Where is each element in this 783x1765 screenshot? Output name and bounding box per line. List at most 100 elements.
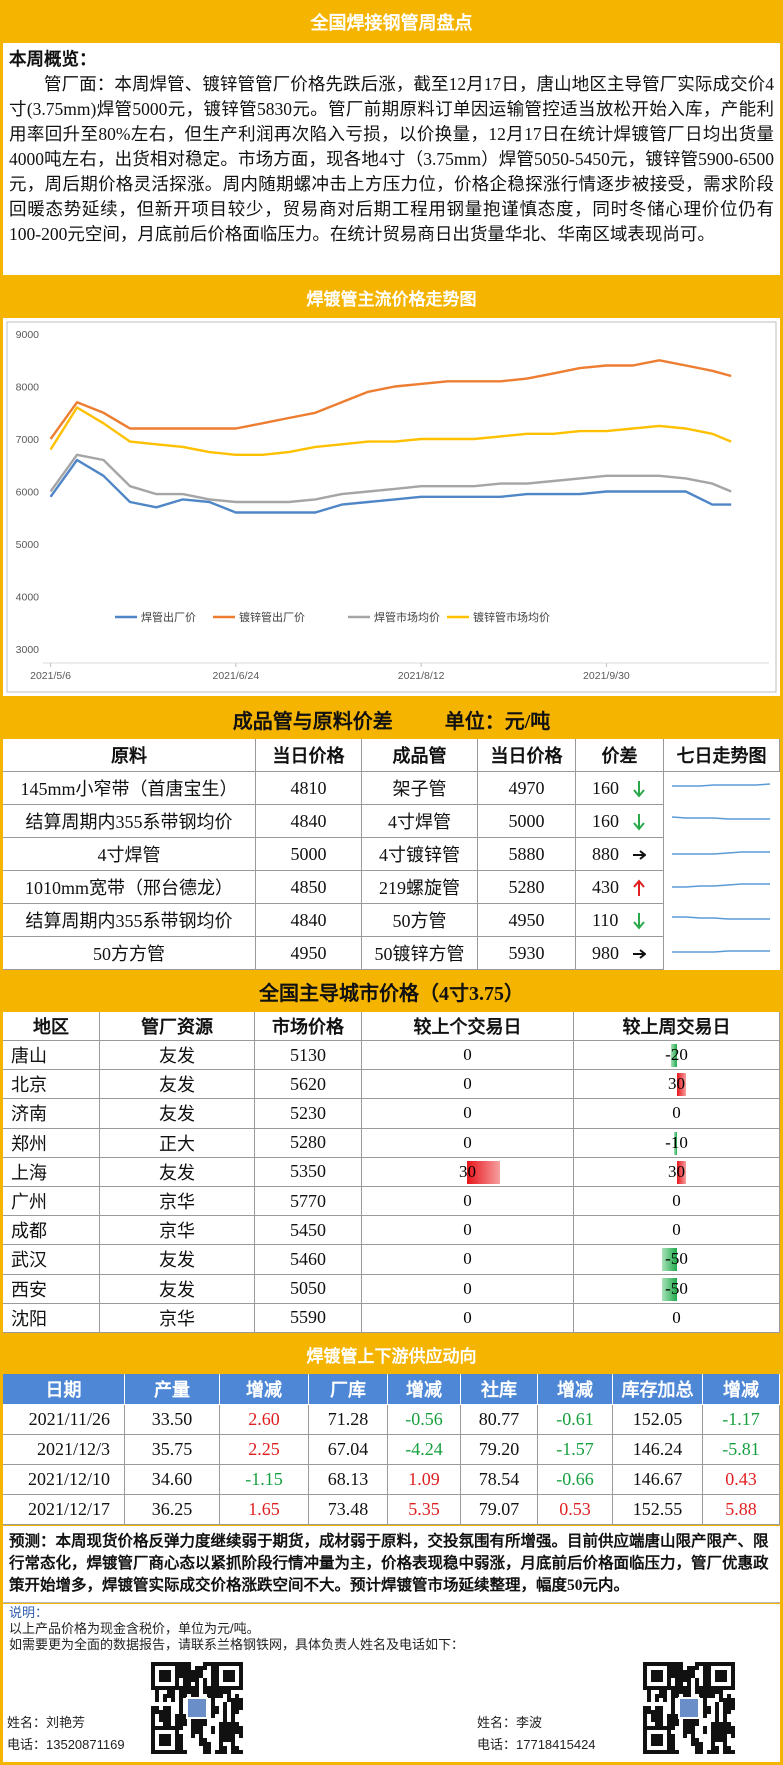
city-cell: 北京 bbox=[3, 1070, 100, 1100]
supply-cell: 0.53 bbox=[538, 1495, 613, 1525]
legend-label: 镀锌管出厂价 bbox=[239, 610, 305, 624]
sparkline-path bbox=[672, 783, 771, 787]
city-cell: 京华 bbox=[100, 1187, 255, 1217]
supply-header: 产量 bbox=[125, 1374, 220, 1405]
city-cell: 5230 bbox=[255, 1099, 362, 1129]
change-bar bbox=[674, 1131, 677, 1155]
supply-cell: 67.04 bbox=[309, 1435, 388, 1465]
trend-arrow bbox=[633, 913, 645, 930]
supply-cell: 35.75 bbox=[125, 1435, 220, 1465]
supply-cell: -0.56 bbox=[388, 1405, 461, 1435]
arrow-shape bbox=[633, 814, 645, 831]
spread-cell: 880 bbox=[576, 838, 664, 871]
sparkline-path bbox=[672, 883, 770, 888]
y-tick-label: 9000 bbox=[16, 329, 40, 341]
city-cell: 0 bbox=[362, 1245, 574, 1275]
city-cell: 友发 bbox=[100, 1041, 255, 1071]
qr-modules bbox=[151, 1662, 243, 1754]
spread-cell: 160 bbox=[576, 772, 664, 805]
city-cell: 0 bbox=[362, 1070, 574, 1100]
sparkline-path bbox=[672, 916, 770, 920]
supply-header: 日期 bbox=[3, 1374, 125, 1405]
spread-header: 原料 bbox=[3, 739, 256, 772]
supply-header: 社库 bbox=[461, 1374, 538, 1405]
spread-cell: 219螺旋管 bbox=[362, 871, 478, 904]
spread-cell: 4970 bbox=[478, 772, 576, 805]
qr-modules bbox=[643, 1662, 735, 1754]
sparkline bbox=[672, 883, 770, 888]
city-cell: 30 bbox=[574, 1157, 780, 1187]
contact-phone: 电话：17718415424 bbox=[477, 1737, 596, 1752]
city-cell: 京华 bbox=[100, 1216, 255, 1246]
sparkline bbox=[671, 816, 770, 820]
city-cell: 西安 bbox=[3, 1274, 100, 1304]
city-cell: 0 bbox=[574, 1187, 780, 1217]
spread-header: 价差 bbox=[576, 739, 664, 772]
qr-code bbox=[643, 1662, 735, 1754]
city-cell: 30 bbox=[362, 1157, 574, 1187]
supply-cell: 152.05 bbox=[613, 1405, 703, 1435]
change-bar bbox=[662, 1248, 677, 1272]
overview-text: 管厂面：本周焊管、镀锌管管厂价格先跌后涨，截至12月17日，唐山地区主导管厂实际… bbox=[9, 74, 774, 244]
contact-name: 姓名：李波 bbox=[477, 1715, 543, 1730]
notes-line: 如需要更为全面的数据报告，请联系兰格钢铁网，具体负责人姓名及电话如下： bbox=[9, 1637, 465, 1652]
chart-title-bar: 焊镀管主流价格走势图 bbox=[3, 279, 780, 316]
y-tick-label: 6000 bbox=[16, 487, 40, 499]
supply-title-bar: 焊镀管上下游供应动向 bbox=[3, 1336, 780, 1372]
trend-arrow bbox=[633, 879, 645, 896]
city-title-bar: 全国主导城市价格（4寸3.75） bbox=[3, 972, 780, 1011]
y-tick-label: 8000 bbox=[16, 382, 40, 394]
supply-cell: 2021/12/10 bbox=[3, 1465, 125, 1495]
qr-logo bbox=[678, 1697, 700, 1719]
header-bar: 全国焊接钢管周盘点 bbox=[3, 3, 780, 41]
arrow-shape bbox=[633, 879, 645, 896]
city-header: 较上周交易日 bbox=[574, 1012, 780, 1041]
spread-table: 原料 当日价格 成品管 当日价格 价差 七日走势图 145mm小窄带（首唐宝生） 4810 架子… bbox=[3, 739, 780, 970]
sparkline bbox=[672, 851, 770, 855]
city-table: 地区 管厂资源 市场价格 较上个交易日 较上周交易日 唐山 友发 5130 0 -20 北京 友发 56… bbox=[3, 1012, 780, 1333]
city-cell: 5770 bbox=[255, 1187, 362, 1217]
contact-name: 姓名：刘艳芳 bbox=[7, 1715, 86, 1730]
chart-title: 焊镀管主流价格走势图 bbox=[306, 290, 477, 309]
page-title: 全国焊接钢管周盘点 bbox=[310, 13, 473, 33]
supply-table: 日期 产量 增减 厂库 增减 社库 增减 库存加总 增减 2021/11/26 33.50 2.60 7… bbox=[3, 1374, 780, 1525]
supply-cell: 0.43 bbox=[703, 1465, 780, 1495]
arrow-shape bbox=[633, 949, 646, 959]
spread-cell: 1010mm宽带（邢台德龙） bbox=[3, 871, 256, 904]
city-header: 较上个交易日 bbox=[362, 1012, 574, 1041]
supply-cell: 33.50 bbox=[125, 1405, 220, 1435]
supply-cell: 1.09 bbox=[388, 1465, 461, 1495]
change-bar bbox=[467, 1160, 500, 1184]
spread-header: 当日价格 bbox=[256, 739, 362, 772]
supply-cell: 146.24 bbox=[613, 1435, 703, 1465]
y-tick-label: 5000 bbox=[16, 539, 40, 551]
spread-cell: 结算周期内355系带钢均价 bbox=[3, 904, 256, 937]
series-line bbox=[49, 458, 732, 514]
legend-label: 镀锌管市场均价 bbox=[473, 610, 550, 624]
change-bar bbox=[671, 1044, 677, 1067]
contacts: 姓名：刘艳芳 电话：13520871169 姓名：李波 电话：17718415424 bbox=[3, 1654, 780, 1762]
supply-cell: 2021/11/26 bbox=[3, 1405, 125, 1435]
change-bar bbox=[662, 1277, 677, 1301]
city-cell: 5620 bbox=[255, 1070, 362, 1100]
city-title: 全国主导城市价格（4寸3.75） bbox=[259, 983, 524, 1005]
supply-header: 库存加总 bbox=[613, 1374, 703, 1405]
city-cell: 武汉 bbox=[3, 1245, 100, 1275]
y-tick-label: 4000 bbox=[16, 592, 40, 604]
supply-cell: 152.55 bbox=[613, 1495, 703, 1525]
notes-line: 以上产品价格为现金含税价，单位为元/吨。 bbox=[9, 1621, 260, 1636]
spread-cell: 4寸镀锌管 bbox=[362, 838, 478, 871]
supply-cell: -0.61 bbox=[538, 1405, 613, 1435]
city-cell: -50 bbox=[574, 1245, 780, 1275]
city-cell: 0 bbox=[362, 1187, 574, 1217]
overview: 本周概览： 管厂面：本周焊管、镀锌管管厂价格先跌后涨，截至12月17日，唐山地区主… bbox=[3, 43, 780, 275]
city-cell: 30 bbox=[574, 1070, 780, 1100]
x-tick-label: 2021/9/30 bbox=[583, 670, 630, 682]
spread-cell: 50镀锌方管 bbox=[362, 937, 478, 970]
sparkline-path bbox=[672, 950, 770, 953]
city-cell: 5450 bbox=[255, 1216, 362, 1246]
series-line bbox=[49, 359, 732, 440]
supply-cell: 34.60 bbox=[125, 1465, 220, 1495]
city-cell: 济南 bbox=[3, 1099, 100, 1129]
city-cell: 0 bbox=[362, 1041, 574, 1071]
